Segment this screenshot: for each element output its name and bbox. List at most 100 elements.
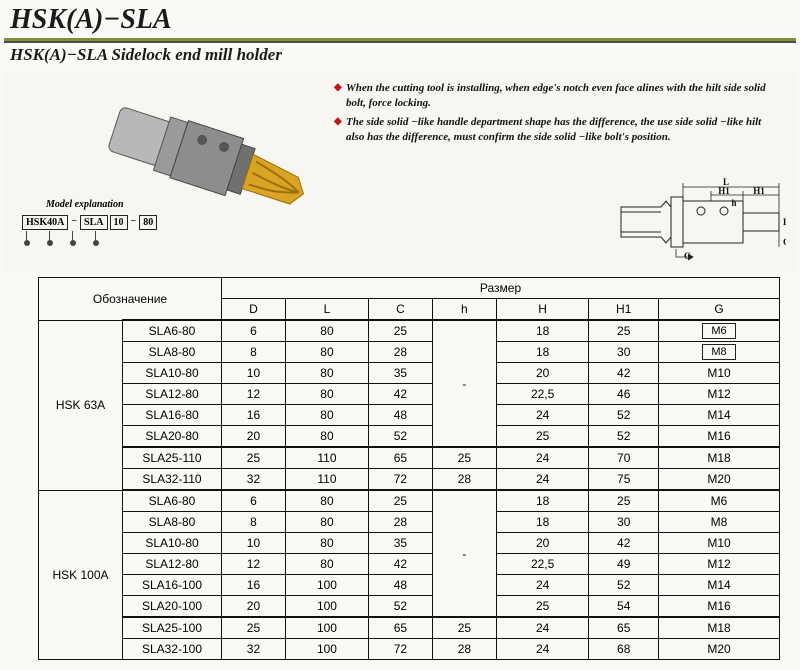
table-row: SLA8-80880281830M8 — [39, 512, 780, 533]
th-col: h — [432, 299, 496, 321]
table-row: SLA16-10016100482452M14 — [39, 575, 780, 596]
cell-H1: 30 — [589, 342, 659, 363]
table-row: SLA20-10020100522554M16 — [39, 596, 780, 618]
cell-L: 80 — [285, 320, 368, 342]
cell-model: SLA32-110 — [123, 469, 222, 491]
cell-D: 16 — [222, 575, 286, 596]
table-row: SLA10-80108035 2042M10 — [39, 533, 780, 554]
cell-D: 32 — [222, 639, 286, 660]
cell-L: 100 — [285, 575, 368, 596]
cell-D: 25 — [222, 447, 286, 469]
note-2: The side solid −like handle department s… — [334, 115, 774, 145]
cell-H: 24 — [496, 575, 589, 596]
cell-model: SLA16-80 — [123, 405, 222, 426]
cell-H1: 70 — [589, 447, 659, 469]
cell-C: 42 — [368, 554, 432, 575]
notes: When the cutting tool is installing, whe… — [334, 81, 774, 148]
cell-C: 52 — [368, 596, 432, 618]
cell-G: M18 — [659, 447, 780, 469]
cell-L: 100 — [285, 617, 368, 639]
table-row: SLA12-8012804222,549M12 — [39, 554, 780, 575]
cell-model: SLA8-80 — [123, 342, 222, 363]
th-col: H1 — [589, 299, 659, 321]
th-col: G — [659, 299, 780, 321]
cell-H1: 42 — [589, 533, 659, 554]
cell-H: 24 — [496, 639, 589, 660]
cell-L: 80 — [285, 554, 368, 575]
figure-area: When the cutting tool is installing, whe… — [4, 71, 796, 271]
cell-H: 18 — [496, 512, 589, 533]
cell-L: 80 — [285, 512, 368, 533]
model-part-4: 80 — [139, 215, 157, 230]
cell-G: M12 — [659, 384, 780, 405]
cell-D: 12 — [222, 554, 286, 575]
cell-H1: 25 — [589, 320, 659, 342]
cell-H1: 65 — [589, 617, 659, 639]
cell-C: 28 — [368, 512, 432, 533]
group-label: HSK 63A — [39, 320, 123, 490]
svg-text:D: D — [783, 217, 786, 227]
cell-H: 20 — [496, 533, 589, 554]
cell-L: 80 — [285, 533, 368, 554]
cell-H1: 42 — [589, 363, 659, 384]
table-row: SLA25-1002510065252465M18 — [39, 617, 780, 639]
cell-model: SLA10-80 — [123, 533, 222, 554]
cell-C: 35 — [368, 533, 432, 554]
cell-G: M14 — [659, 575, 780, 596]
table-row: SLA12-8012804222,546M12 — [39, 384, 780, 405]
svg-text:H1: H1 — [753, 186, 765, 196]
cell-H1: 68 — [589, 639, 659, 660]
cell-h: 28 — [432, 639, 496, 660]
cell-G: M20 — [659, 469, 780, 491]
cell-model: SLA10-80 — [123, 363, 222, 384]
cell-L: 100 — [285, 596, 368, 618]
model-part-3: 10 — [110, 215, 128, 230]
model-explanation-boxes: HSK40A − SLA 10 − 80 — [22, 215, 157, 230]
cell-C: 65 — [368, 447, 432, 469]
cell-H: 20 — [496, 363, 589, 384]
cell-G: M10 — [659, 533, 780, 554]
cell-G: M6 — [659, 320, 780, 342]
table-row: SLA10-801080352042M10 — [39, 363, 780, 384]
table-row: HSK 100ASLA6-8068025-1825M6 — [39, 490, 780, 512]
cell-model: SLA12-80 — [123, 554, 222, 575]
th-size: Размер — [222, 278, 780, 299]
svg-text:H1: H1 — [718, 186, 730, 196]
cell-C: 25 — [368, 490, 432, 512]
group-label: HSK 100A — [39, 490, 123, 660]
cell-L: 110 — [285, 447, 368, 469]
th-designation: Обозначение — [39, 278, 222, 321]
cell-D: 20 — [222, 426, 286, 448]
table-row: SLA32-1103211072282475M20 — [39, 469, 780, 491]
cell-H: 22,5 — [496, 384, 589, 405]
cell-C: 48 — [368, 405, 432, 426]
note-1: When the cutting tool is installing, whe… — [334, 81, 774, 111]
page-subtitle: HSK(A)−SLA Sidelock end mill holder — [0, 43, 800, 71]
svg-text:h: h — [731, 198, 736, 208]
cell-C: 48 — [368, 575, 432, 596]
cell-L: 80 — [285, 342, 368, 363]
th-col: L — [285, 299, 368, 321]
cell-model: SLA6-80 — [123, 320, 222, 342]
table-row: SLA20-802080522552M16 — [39, 426, 780, 448]
cell-D: 10 — [222, 533, 286, 554]
cell-C: 72 — [368, 639, 432, 660]
table-row: HSK 63ASLA6-8068025-1825M6 — [39, 320, 780, 342]
technical-drawing: L H1 H1 h D C G — [616, 177, 786, 267]
cell-L: 100 — [285, 639, 368, 660]
cell-H1: 30 — [589, 512, 659, 533]
cell-D: 20 — [222, 596, 286, 618]
cell-h: 25 — [432, 447, 496, 469]
cell-C: 42 — [368, 384, 432, 405]
cell-H: 18 — [496, 320, 589, 342]
model-explanation-label: Model explanation — [46, 199, 124, 210]
cell-D: 12 — [222, 384, 286, 405]
cell-h: 28 — [432, 469, 496, 491]
cell-G: M8 — [659, 342, 780, 363]
cell-C: 28 — [368, 342, 432, 363]
cell-L: 80 — [285, 405, 368, 426]
cell-model: SLA8-80 — [123, 512, 222, 533]
model-part-2: SLA — [80, 215, 107, 230]
cell-G: M20 — [659, 639, 780, 660]
cell-model: SLA12-80 — [123, 384, 222, 405]
